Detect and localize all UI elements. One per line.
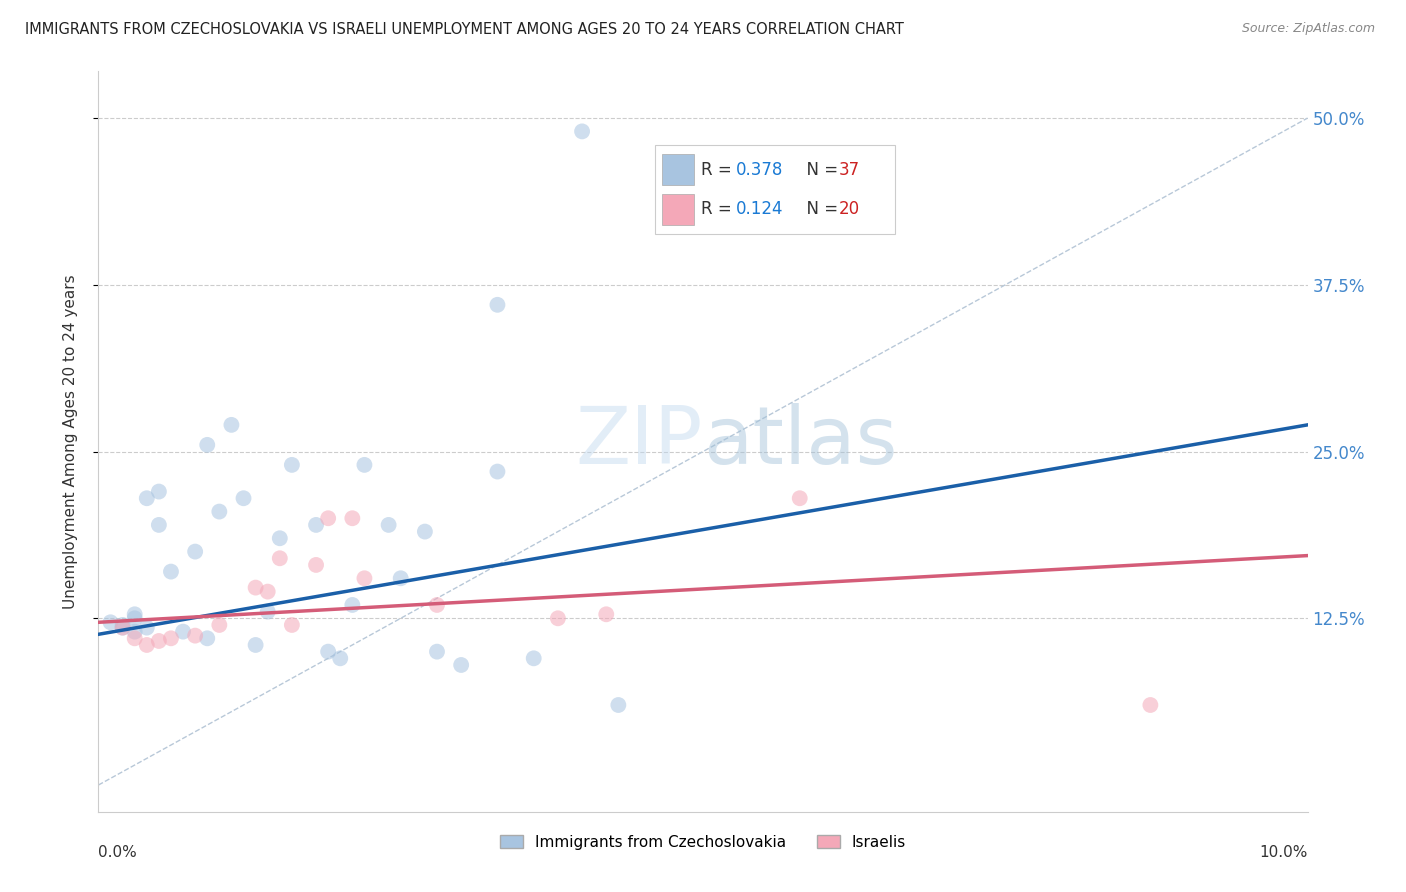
Point (135, 638, 157, 652)
Point (316, 511, 339, 525)
Point (281, 618, 304, 632)
Point (172, 624, 194, 639)
Y-axis label: Unemployment Among Ages 20 to 24 years: Unemployment Among Ages 20 to 24 years (63, 274, 77, 609)
Text: IMMIGRANTS FROM CZECHOSLOVAKIA VS ISRAELI UNEMPLOYMENT AMONG AGES 20 TO 24 YEARS: IMMIGRANTS FROM CZECHOSLOVAKIA VS ISRAEL… (25, 22, 904, 37)
Point (135, 621, 157, 635)
Point (377, 517, 399, 532)
Text: 0.124: 0.124 (735, 200, 783, 219)
Point (342, 511, 364, 525)
Point (195, 438, 218, 452)
Point (208, 505, 231, 519)
Point (111, 621, 134, 635)
Point (124, 611, 146, 625)
Point (160, 565, 183, 579)
Point (413, 524, 436, 539)
Point (148, 484, 170, 499)
Point (305, 517, 328, 532)
Text: ZIP: ZIP (575, 402, 703, 481)
Point (389, 571, 412, 585)
Point (353, 571, 375, 585)
Point (184, 629, 207, 643)
Text: 0.0%: 0.0% (98, 845, 138, 860)
Text: 10.0%: 10.0% (1260, 845, 1308, 860)
Point (195, 632, 218, 646)
Point (426, 645, 449, 659)
Point (571, 124, 593, 138)
Point (148, 517, 170, 532)
Point (124, 632, 146, 646)
Point (607, 698, 630, 712)
Point (232, 491, 254, 506)
Point (124, 607, 146, 622)
Text: atlas: atlas (703, 402, 897, 481)
Point (353, 458, 375, 472)
Point (342, 598, 364, 612)
Point (256, 584, 278, 599)
Point (789, 491, 811, 506)
Point (316, 645, 339, 659)
Point (111, 621, 134, 635)
Point (100, 615, 122, 630)
Point (595, 607, 617, 622)
Point (256, 605, 278, 619)
Point (245, 638, 267, 652)
Point (269, 531, 291, 545)
Text: R =: R = (700, 200, 737, 219)
Point (426, 598, 449, 612)
Point (486, 298, 509, 312)
Point (135, 491, 157, 506)
Point (221, 417, 243, 432)
Point (281, 458, 304, 472)
Point (148, 634, 170, 648)
Point (124, 624, 146, 639)
Point (450, 657, 472, 672)
Point (329, 651, 352, 665)
Point (111, 618, 134, 632)
Text: 37: 37 (838, 161, 859, 178)
Point (245, 581, 267, 595)
Text: N =: N = (796, 200, 844, 219)
Point (208, 618, 231, 632)
Point (269, 551, 291, 566)
Text: 0.378: 0.378 (735, 161, 783, 178)
Text: Source: ZipAtlas.com: Source: ZipAtlas.com (1241, 22, 1375, 36)
Text: 20: 20 (838, 200, 859, 219)
Point (1139, 698, 1161, 712)
Point (523, 651, 546, 665)
Point (160, 632, 183, 646)
Point (184, 544, 207, 558)
Text: N =: N = (796, 161, 844, 178)
Point (486, 465, 509, 479)
Point (547, 611, 569, 625)
Text: R =: R = (700, 161, 737, 178)
Legend: Immigrants from Czechoslovakia, Israelis: Immigrants from Czechoslovakia, Israelis (494, 829, 912, 856)
Point (305, 558, 328, 572)
